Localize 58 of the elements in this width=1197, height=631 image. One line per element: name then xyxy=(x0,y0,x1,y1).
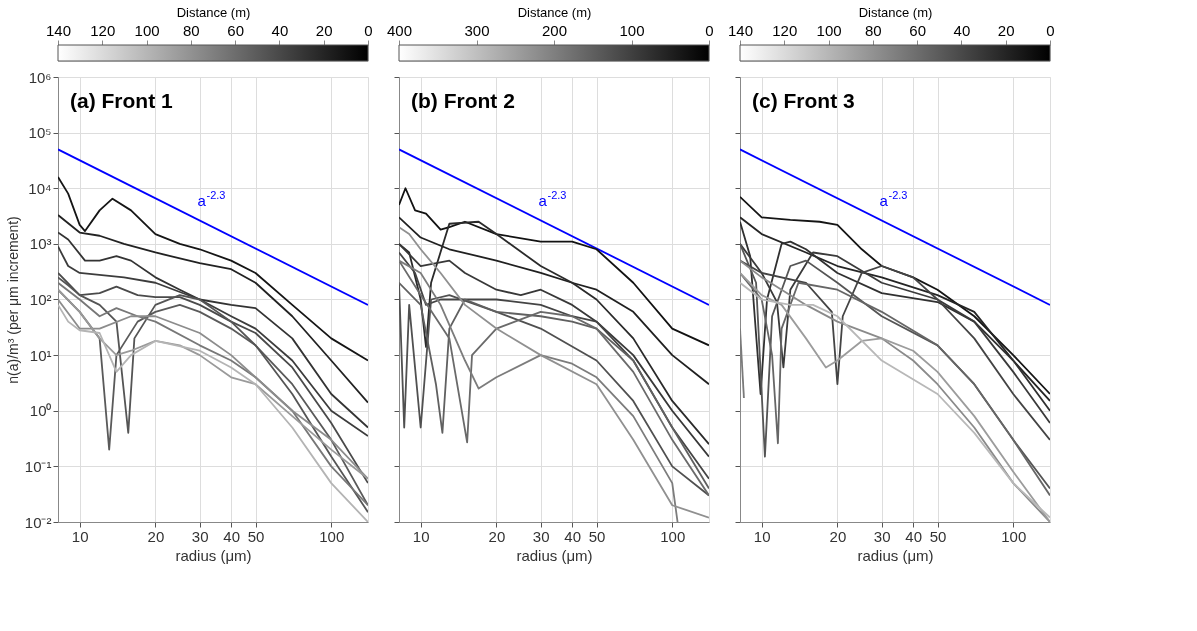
text: (a) Front 1 xyxy=(70,89,173,112)
y-tick-label: 10⁴ xyxy=(28,179,52,197)
x-tick-label: 30 xyxy=(191,527,209,545)
y-tick-label: 10⁰ xyxy=(29,402,52,420)
color-bar-label: 20 xyxy=(997,21,1015,39)
text: (c) Front 3 xyxy=(752,89,855,112)
x-tick-label: 100 xyxy=(1001,527,1027,545)
x-tick-label: 50 xyxy=(588,527,606,545)
x-tick-label: 20 xyxy=(488,527,506,545)
color-bar-label: 140 xyxy=(727,21,754,39)
y-tick-label: 10¹ xyxy=(29,346,52,364)
x-tick-label: 30 xyxy=(532,527,550,545)
color-bar-label: 120 xyxy=(90,21,116,39)
color-bar-label: 80 xyxy=(865,21,882,39)
color-bar-label: 40 xyxy=(953,21,971,39)
color-bar-label: 20 xyxy=(315,21,333,39)
color-bar-label: 300 xyxy=(464,21,490,39)
y-tick-label: 10⁻¹ xyxy=(24,457,52,475)
color-bar-label: 100 xyxy=(134,21,160,39)
color-bar-label: 100 xyxy=(619,21,645,39)
x-tick-label: 10 xyxy=(753,527,771,545)
color-bar-title: Distance (m) xyxy=(858,4,933,20)
color-bar-label: 200 xyxy=(541,21,568,39)
color-bar-label: 0 xyxy=(1046,21,1055,39)
y-tick-label: 10³ xyxy=(29,235,52,253)
x-tick-label: 20 xyxy=(829,527,847,545)
x-axis-title: radius (μm) xyxy=(175,546,252,564)
color-bar-label: 100 xyxy=(816,21,842,39)
x-tick-label: 10 xyxy=(412,527,430,545)
text: (b) Front 2 xyxy=(411,89,515,112)
x-tick-label: 10 xyxy=(71,527,89,545)
x-tick-label: 50 xyxy=(929,527,947,545)
x-axis-title: radius (μm) xyxy=(857,546,934,564)
x-tick-label: 40 xyxy=(223,527,240,545)
x-tick-label: 100 xyxy=(319,527,345,545)
x-tick-label: 30 xyxy=(873,527,891,545)
x-tick-label: 40 xyxy=(564,527,581,545)
x-tick-label: 100 xyxy=(660,527,686,545)
color-bar-label: 80 xyxy=(183,21,200,39)
x-axis-title: radius (μm) xyxy=(516,546,593,564)
color-bar-label: 400 xyxy=(386,21,413,39)
y-tick-label: 10⁶ xyxy=(28,68,52,86)
y-tick-label: 10⁻² xyxy=(24,513,52,531)
color-bar-title: Distance (m) xyxy=(517,4,592,20)
color-bar-label: 40 xyxy=(271,21,289,39)
x-tick-label: 20 xyxy=(147,527,165,545)
y-tick-label: 10⁵ xyxy=(28,124,52,142)
color-bar-title: Distance (m) xyxy=(176,4,251,20)
y-axis-title: n(a)/m³ (per μm increment) xyxy=(4,216,21,384)
color-bar-label: 60 xyxy=(227,21,244,39)
color-bar-label: 120 xyxy=(772,21,798,39)
y-tick-label: 10² xyxy=(29,291,52,308)
color-bar-label: 0 xyxy=(705,21,714,39)
color-bar-label: 60 xyxy=(909,21,926,39)
color-bar-label: 0 xyxy=(364,21,373,39)
x-tick-label: 40 xyxy=(905,527,922,545)
color-bar-label: 140 xyxy=(45,21,72,39)
x-tick-label: 50 xyxy=(247,527,265,545)
